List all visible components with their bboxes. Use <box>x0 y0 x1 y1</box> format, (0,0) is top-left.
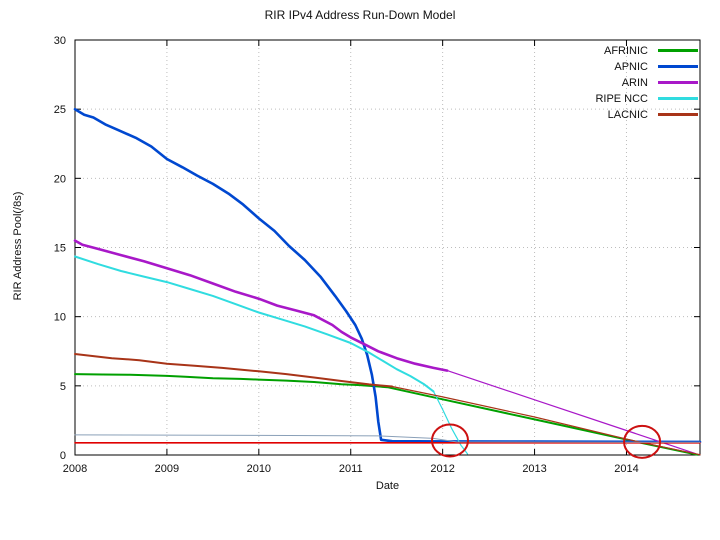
legend-item-apnic: APNIC <box>595 60 698 73</box>
x-tick-label: 2009 <box>155 463 179 475</box>
y-tick-label: 0 <box>60 450 66 462</box>
legend-line-swatch <box>658 49 698 52</box>
legend-item-lacnic: LACNIC <box>595 108 698 121</box>
x-tick-label: 2010 <box>247 463 271 475</box>
y-tick-label: 20 <box>54 173 66 185</box>
legend: AFRINIC APNIC ARIN RIPE NCC LACNIC <box>595 44 698 121</box>
legend-line-swatch <box>658 65 698 68</box>
x-axis-label: Date <box>375 480 400 492</box>
y-tick-label: 10 <box>54 312 66 324</box>
annotation-circle <box>431 423 469 458</box>
legend-label: APNIC <box>614 60 648 73</box>
series-line-apnic <box>73 107 702 444</box>
y-tick-label: 30 <box>54 35 66 47</box>
chart-title: RIR IPv4 Address Run-Down Model <box>264 8 456 22</box>
y-tick-label: 15 <box>54 243 66 255</box>
x-tick-label: 2011 <box>339 463 363 475</box>
legend-line-swatch <box>658 113 698 116</box>
series-line-afrinic <box>74 373 699 456</box>
y-tick-label: 5 <box>60 381 66 393</box>
series-line-lacnic <box>74 353 394 388</box>
legend-item-arin: ARIN <box>595 76 698 89</box>
annotation-circle <box>623 424 662 459</box>
series-line-ripe-ncc-model <box>432 390 469 455</box>
legend-label: LACNIC <box>607 108 648 121</box>
legend-label: RIPE NCC <box>595 92 648 105</box>
y-tick-label: 25 <box>54 104 66 116</box>
x-tick-label: 2008 <box>63 463 87 475</box>
legend-item-afrinic: AFRINIC <box>595 44 698 57</box>
legend-line-swatch <box>658 81 698 84</box>
x-tick-label: 2014 <box>614 463 638 475</box>
legend-label: ARIN <box>621 76 648 89</box>
legend-line-swatch <box>658 97 698 100</box>
x-tick-label: 2012 <box>430 463 454 475</box>
series-line-ripe-ncc <box>74 255 435 393</box>
series-line-arin <box>73 239 449 372</box>
x-tick-label: 2013 <box>522 463 546 475</box>
legend-label: AFRINIC <box>604 44 648 57</box>
legend-item-ripe-ncc: RIPE NCC <box>595 92 698 105</box>
series-line-lacnic-model <box>391 385 701 456</box>
series-line-aux-low-pool <box>74 434 701 443</box>
